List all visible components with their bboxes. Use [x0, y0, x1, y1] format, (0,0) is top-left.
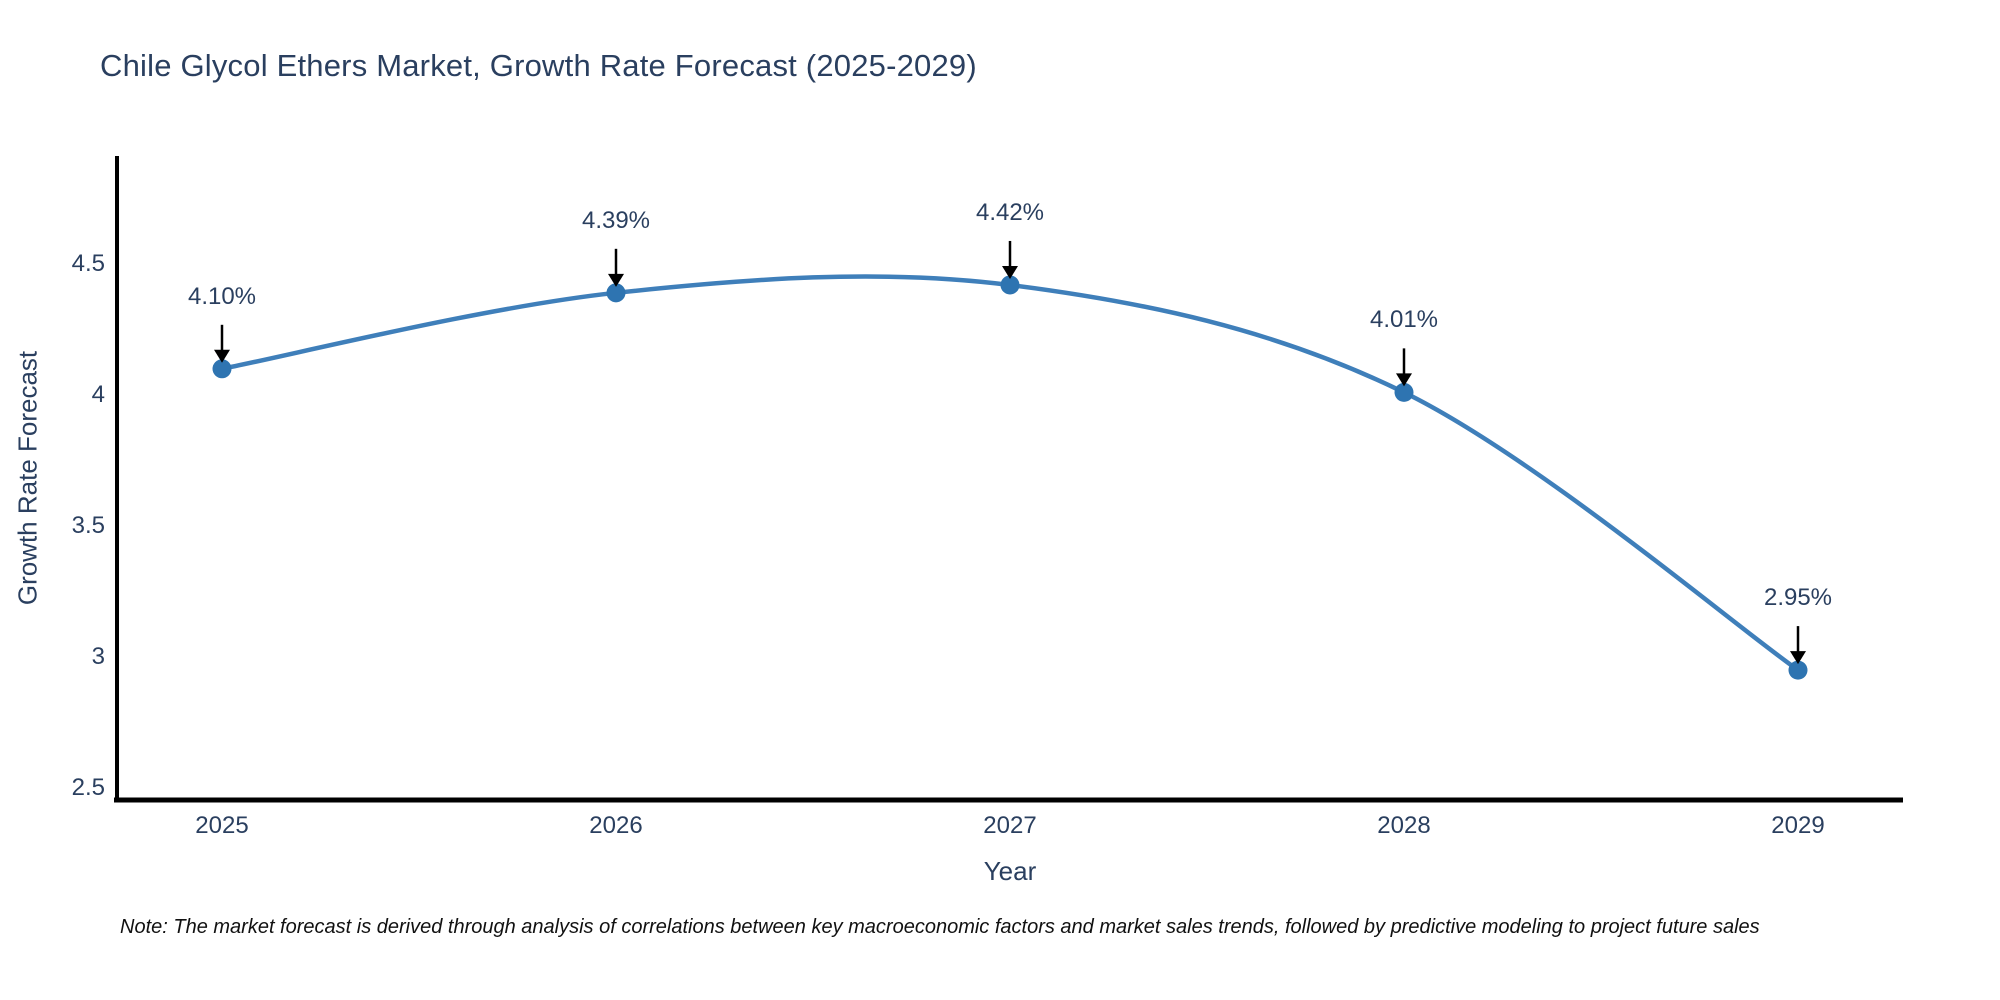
annotation-arrowhead: [1790, 651, 1806, 665]
x-axis-title: Year: [983, 856, 1037, 886]
data-point-value-label: 4.39%: [581, 206, 651, 234]
y-tick-label: 2.5: [71, 774, 105, 801]
y-tick-label: 3.5: [71, 512, 105, 539]
x-tick-label: 2029: [1771, 812, 1825, 839]
data-point-value-label: 4.42%: [975, 198, 1045, 226]
data-point-marker: [1788, 660, 1808, 680]
data-point-marker: [212, 359, 232, 379]
annotation-arrowhead: [1002, 265, 1018, 279]
footnote: Note: The market forecast is derived thr…: [120, 916, 1760, 938]
y-tick-label: 4: [91, 381, 105, 408]
x-tick-label: 2026: [589, 812, 643, 839]
annotation-arrowhead: [608, 273, 624, 287]
x-tick-label: 2028: [1377, 812, 1431, 839]
data-point-value-label: 2.95%: [1763, 584, 1833, 612]
chart-title: Chile Glycol Ethers Market, Growth Rate …: [100, 48, 977, 83]
data-point-marker: [1394, 382, 1414, 402]
x-tick-label: 2025: [195, 812, 249, 839]
data-point-marker: [1000, 275, 1020, 295]
y-axis-title: Growth Rate Forecast: [12, 350, 43, 606]
forecast-line: [221, 274, 1800, 672]
x-tick-label: 2027: [983, 812, 1037, 839]
data-point-value-label: 4.01%: [1369, 306, 1439, 334]
data-point-value-label: 4.10%: [187, 282, 257, 310]
annotation-arrowhead: [214, 349, 230, 363]
y-tick-label: 3: [91, 643, 105, 670]
annotation-arrowhead: [1396, 373, 1412, 387]
data-point-marker: [606, 283, 626, 303]
y-tick-label: 4.5: [71, 250, 105, 277]
